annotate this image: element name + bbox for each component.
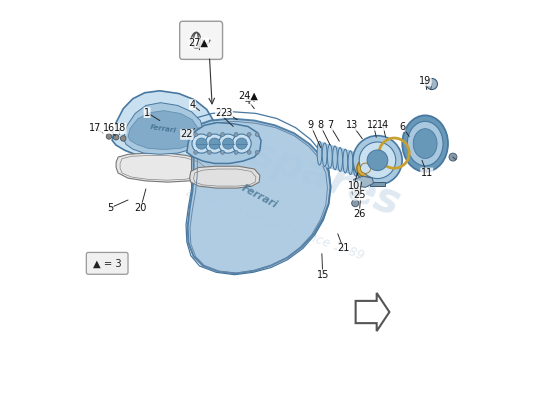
Text: 10: 10 [348,181,360,191]
Circle shape [218,134,238,153]
Circle shape [106,134,112,139]
Text: 15: 15 [316,270,329,280]
Circle shape [207,132,211,136]
Text: 24▲: 24▲ [238,91,258,101]
Text: 2: 2 [216,108,222,118]
FancyBboxPatch shape [86,252,128,274]
Circle shape [234,132,238,136]
Text: 5: 5 [107,203,113,213]
Ellipse shape [348,151,353,174]
Circle shape [357,160,375,177]
Polygon shape [370,182,386,186]
Circle shape [236,138,247,149]
Text: 27▲: 27▲ [189,38,209,48]
Text: 1: 1 [144,108,150,118]
Text: 16: 16 [103,124,115,134]
Text: 17: 17 [89,124,102,134]
Circle shape [192,134,211,153]
Circle shape [352,188,361,196]
Ellipse shape [338,148,343,171]
Ellipse shape [322,143,327,167]
Circle shape [196,138,207,149]
Polygon shape [116,153,211,182]
Circle shape [367,150,388,171]
Circle shape [360,163,371,173]
Text: a passion for parts since 1989: a passion for parts since 1989 [184,186,366,262]
Polygon shape [128,111,199,150]
FancyBboxPatch shape [180,21,223,59]
Circle shape [209,138,220,149]
Polygon shape [318,141,365,178]
Polygon shape [187,122,261,164]
Circle shape [234,150,238,154]
Circle shape [255,132,259,136]
Ellipse shape [413,129,437,158]
Text: 20: 20 [135,203,147,213]
Ellipse shape [359,154,363,178]
Text: 13: 13 [346,120,359,130]
Polygon shape [190,166,260,188]
Text: 21: 21 [337,244,349,254]
Circle shape [449,153,457,161]
Ellipse shape [407,121,443,166]
Circle shape [221,150,224,154]
Text: 7: 7 [327,120,333,130]
Text: Ferrari: Ferrari [150,124,177,134]
Circle shape [247,132,251,136]
Text: 12: 12 [367,120,380,130]
Text: 9: 9 [307,120,314,130]
Text: 11: 11 [421,168,433,178]
Text: 6: 6 [399,122,405,132]
Text: Ferrari: Ferrari [240,183,279,210]
Ellipse shape [353,152,358,176]
Text: 8: 8 [317,120,323,130]
Circle shape [247,150,251,154]
Text: 23: 23 [221,108,233,118]
Text: 14: 14 [377,120,389,130]
Circle shape [120,136,126,141]
Polygon shape [123,103,204,154]
Circle shape [194,132,197,136]
Text: 22: 22 [180,130,193,140]
Text: 4: 4 [245,96,251,106]
Circle shape [255,150,259,154]
Text: 4: 4 [189,100,195,110]
Polygon shape [112,91,214,160]
Circle shape [426,78,437,90]
Text: eurospares: eurospares [144,96,406,225]
Circle shape [359,142,396,178]
Circle shape [351,200,359,207]
Ellipse shape [333,146,337,170]
Circle shape [205,134,224,153]
Circle shape [353,136,402,185]
Circle shape [113,134,119,140]
Text: 26: 26 [353,209,365,219]
Ellipse shape [343,149,348,173]
Ellipse shape [402,115,448,172]
Circle shape [194,150,197,154]
Circle shape [223,138,234,149]
Text: 19: 19 [419,76,431,86]
Ellipse shape [317,141,322,165]
Circle shape [207,150,211,154]
Text: 25: 25 [353,190,365,200]
Circle shape [232,134,251,153]
Circle shape [221,132,224,136]
Polygon shape [354,176,373,187]
Text: 18: 18 [114,124,126,134]
Ellipse shape [327,144,332,168]
Polygon shape [188,118,331,274]
Text: ▲ = 3: ▲ = 3 [93,258,122,268]
